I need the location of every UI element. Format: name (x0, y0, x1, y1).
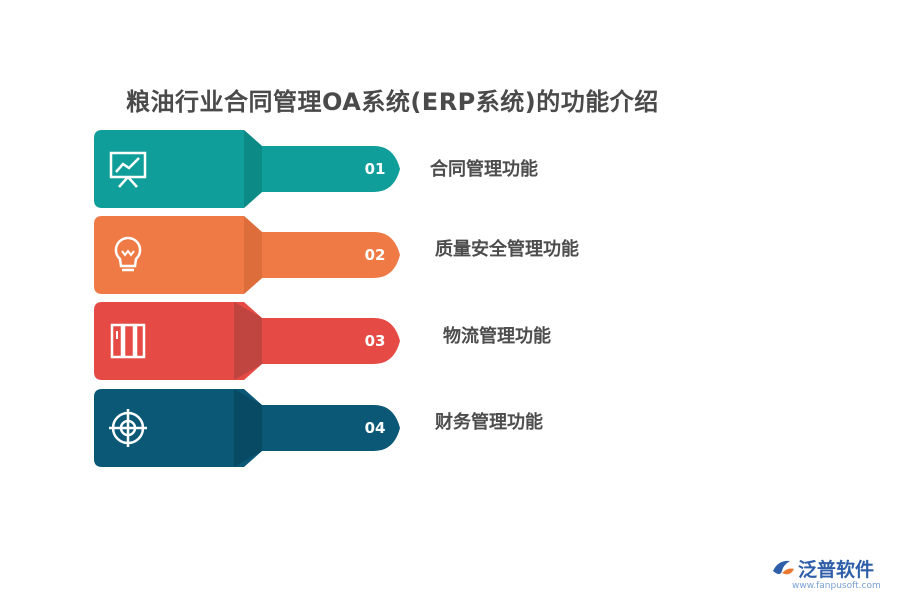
row-banner-shape (94, 389, 400, 467)
row-banner-shape (94, 130, 400, 208)
brand-logo: 泛普软件 www.fanpusoft.com (770, 553, 892, 593)
item-label: 合同管理功能 (430, 159, 538, 180)
item-label: 财务管理功能 (435, 412, 543, 433)
target-icon (109, 409, 147, 447)
row-banner-shape (94, 216, 400, 294)
lightbulb-icon (114, 236, 142, 272)
item-number: 02 (364, 246, 386, 264)
brand-url: www.fanpusoft.com (792, 581, 881, 591)
presentation-chart-icon (109, 151, 147, 188)
brand-name: 泛普软件 (798, 559, 875, 581)
feature-row-logistics: 03 (94, 302, 414, 380)
row-banner-shape (94, 302, 400, 380)
feature-row-quality: 02 (94, 216, 414, 294)
feature-row-contract: 01 (94, 130, 414, 208)
item-label: 质量安全管理功能 (435, 239, 579, 260)
item-label: 物流管理功能 (443, 326, 551, 347)
binders-icon (110, 323, 146, 359)
item-number: 04 (364, 419, 386, 437)
page-title: 粮油行业合同管理OA系统(ERP系统)的功能介绍 (126, 88, 659, 116)
feature-row-finance: 04 (94, 389, 414, 467)
item-number: 03 (364, 332, 386, 350)
item-number: 01 (364, 160, 386, 178)
brand-mark-icon (773, 560, 794, 575)
